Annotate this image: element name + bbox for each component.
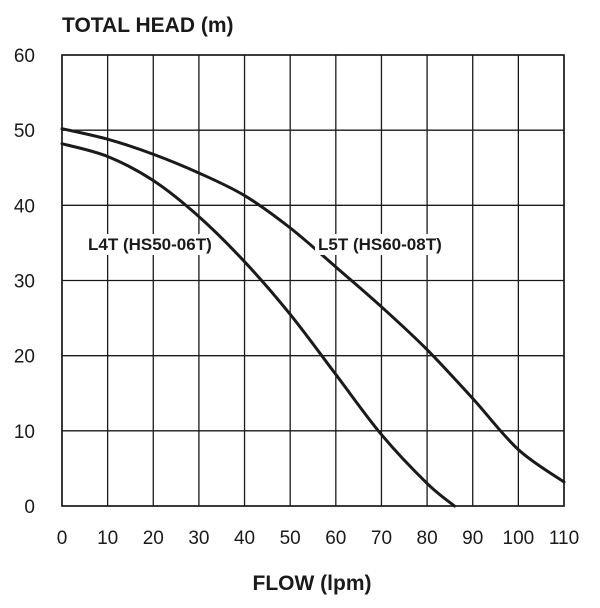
y-axis-ticks: 0 10 20 30 40 50 60: [14, 46, 35, 518]
x-tick-label-30: 30: [188, 528, 209, 549]
curve-series-1: [60, 142, 456, 508]
y-tick-label-50: 50: [14, 121, 35, 142]
x-tick-label-60: 60: [325, 528, 346, 549]
y-tick-label-10: 10: [14, 422, 35, 443]
series-label-background-2: [315, 234, 445, 255]
curve-series-2: [60, 127, 566, 484]
x-tick-label-50: 50: [280, 528, 301, 549]
curves: [60, 127, 566, 508]
x-tick-label-110: 110: [549, 528, 579, 549]
chart-title: TOTAL HEAD (m): [62, 14, 234, 37]
plot-frame: [61, 54, 565, 507]
x-tick-label-10: 10: [97, 528, 118, 549]
y-tick-label-30: 30: [14, 272, 35, 293]
series-label-1: L4T (HS50-06T): [88, 235, 212, 254]
series-label-background-1: [85, 234, 215, 255]
x-axis-ticks: 0 10 20 30 40 50 60 70 80 90 100 110: [57, 528, 579, 549]
y-tick-label-40: 40: [14, 196, 35, 217]
x-tick-label-90: 90: [462, 528, 483, 549]
y-tick-label-0: 0: [24, 497, 35, 518]
y-tick-label-60: 60: [14, 46, 35, 67]
x-tick-label-100: 100: [503, 528, 535, 549]
x-tick-label-20: 20: [143, 528, 164, 549]
x-tick-label-80: 80: [417, 528, 438, 549]
x-tick-label-0: 0: [57, 528, 68, 549]
series-labels: L4T (HS50-06T) L5T (HS60-08T): [85, 234, 445, 255]
series-label-2: L5T (HS60-08T): [318, 235, 442, 254]
x-axis-label: FLOW (lpm): [253, 572, 372, 595]
x-tick-label-70: 70: [371, 528, 392, 549]
y-tick-label-20: 20: [14, 347, 35, 368]
grid: [61, 54, 565, 507]
x-tick-label-40: 40: [234, 528, 255, 549]
